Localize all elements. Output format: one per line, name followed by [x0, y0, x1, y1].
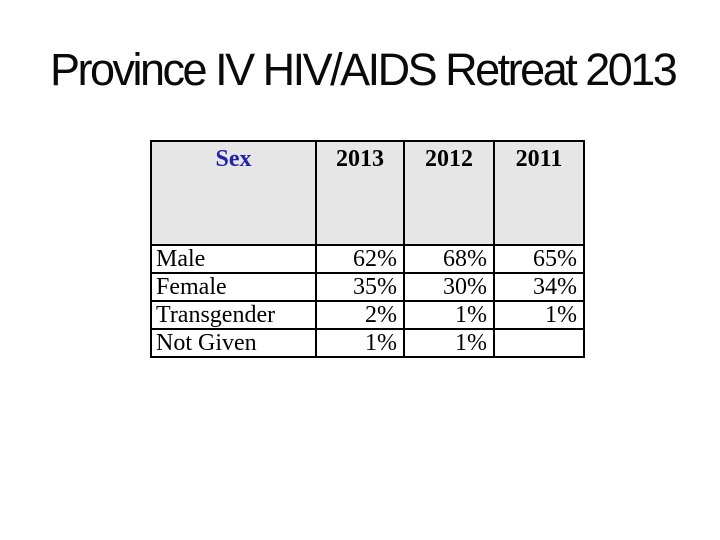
- table-row-transgender: Transgender 2% 1% 1%: [150, 300, 585, 330]
- slide-title: Province IV HIV/AIDS Retreat 2013: [50, 44, 678, 95]
- column-header-2012: 2012: [403, 140, 495, 246]
- cell-male-2011: 65%: [493, 244, 585, 274]
- cell-female-2012: 30%: [403, 272, 495, 302]
- cell-male-2012: 68%: [403, 244, 495, 274]
- table-row-not-given: Not Given 1% 1%: [150, 328, 585, 358]
- row-label-female: Female: [150, 272, 317, 302]
- column-header-sex: Sex: [150, 140, 317, 246]
- row-label-transgender: Transgender: [150, 300, 317, 330]
- cell-transgender-2013: 2%: [315, 300, 405, 330]
- cell-female-2013: 35%: [315, 272, 405, 302]
- cell-transgender-2012: 1%: [403, 300, 495, 330]
- cell-not-given-2013: 1%: [315, 328, 405, 358]
- table-row-female: Female 35% 30% 34%: [150, 272, 585, 302]
- sex-distribution-table: Sex 2013 2012 2011 Male 62% 68% 65% Fema…: [150, 140, 585, 358]
- cell-transgender-2011: 1%: [493, 300, 585, 330]
- cell-not-given-2011: [493, 328, 585, 358]
- cell-female-2011: 34%: [493, 272, 585, 302]
- cell-male-2013: 62%: [315, 244, 405, 274]
- table-row-male: Male 62% 68% 65%: [150, 244, 585, 274]
- cell-not-given-2012: 1%: [403, 328, 495, 358]
- column-header-2011: 2011: [493, 140, 585, 246]
- row-label-male: Male: [150, 244, 317, 274]
- column-header-2013: 2013: [315, 140, 405, 246]
- row-label-not-given: Not Given: [150, 328, 317, 358]
- table-header-row: Sex 2013 2012 2011: [150, 140, 585, 246]
